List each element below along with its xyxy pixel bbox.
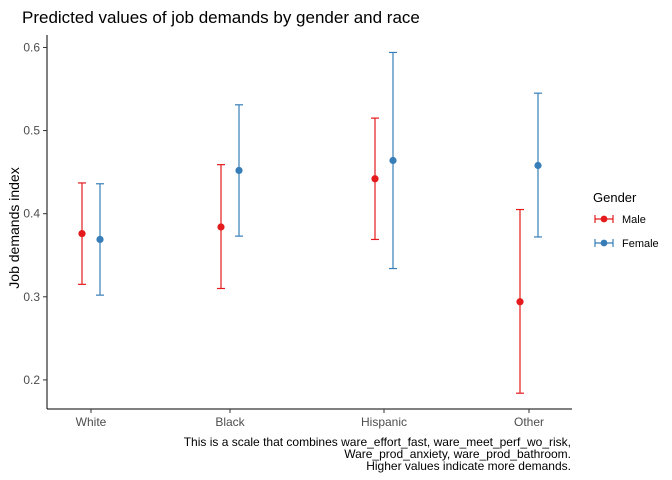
y-tick-label: 0.2 (23, 373, 40, 387)
legend-label: Male (622, 214, 646, 226)
legend-key-point (601, 240, 608, 247)
legend-title: Gender (593, 190, 637, 205)
y-tick-label: 0.5 (23, 124, 40, 138)
chart-title: Predicted values of job demands by gende… (22, 8, 420, 27)
legend-key-point (601, 216, 608, 223)
data-point (235, 167, 242, 174)
caption-line: Higher values indicate more demands. (366, 459, 571, 473)
legend-item-male: Male (595, 214, 646, 226)
data-point (389, 157, 396, 164)
series-male (78, 118, 524, 393)
legend-item-female: Female (595, 238, 659, 250)
data-point (516, 298, 523, 305)
x-tick-label: Other (514, 415, 544, 429)
x-tick-label: Hispanic (361, 415, 407, 429)
legend: Gender Male Female (593, 190, 659, 250)
y-tick-label: 0.4 (23, 207, 40, 221)
plot-area: 0.2 0.3 0.4 0.5 0.6 White Black Hispanic Other (23, 35, 572, 429)
x-tick-label: Black (215, 415, 245, 429)
y-tick-label: 0.3 (23, 290, 40, 304)
data-point (217, 223, 224, 230)
y-tick-label: 0.6 (23, 40, 40, 54)
series-female (96, 52, 542, 295)
data-point (534, 162, 541, 169)
data-point (371, 175, 378, 182)
data-point (78, 230, 85, 237)
data-point (96, 236, 103, 243)
legend-label: Female (622, 238, 659, 250)
x-tick-label: White (76, 415, 107, 429)
caption: This is a scale that combines ware_effor… (184, 435, 571, 473)
y-axis-title: Job demands index (6, 167, 22, 288)
